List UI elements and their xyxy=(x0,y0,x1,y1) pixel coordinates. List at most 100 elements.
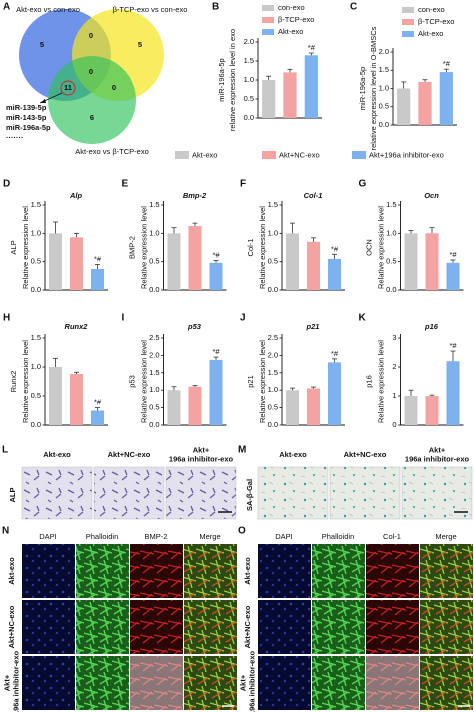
y-axis-label: Relative expression level xyxy=(139,206,148,289)
fluorescence-image xyxy=(184,656,237,710)
column-label: 196a inhibitor-exo xyxy=(169,454,234,463)
y-axis-label: Runx2 xyxy=(9,371,18,393)
fluorescence-image xyxy=(312,544,365,598)
y-tick-label: 0.5 xyxy=(244,94,254,103)
y-axis-label: BMP-2 xyxy=(127,236,136,259)
fluorescence-image xyxy=(420,656,473,710)
fluorescence-image xyxy=(312,600,365,654)
channel-label: Merge xyxy=(435,532,456,541)
panel-letter: J xyxy=(240,313,246,324)
y-tick-label: 1.0 xyxy=(379,83,389,92)
bar xyxy=(397,88,411,125)
significance: *# xyxy=(94,398,102,407)
venn-set xyxy=(48,56,136,144)
y-tick-label: 2.0 xyxy=(149,350,159,359)
mirna: miR-196a-5p xyxy=(6,123,51,132)
legend-swatch xyxy=(402,19,414,25)
fluorescence-image xyxy=(22,600,75,654)
column-label: Akt+NC-exo xyxy=(108,450,151,459)
fluorescence-image xyxy=(420,544,473,598)
fluorescence-image xyxy=(76,600,129,654)
chart-title: p53 xyxy=(187,322,202,331)
significance: *# xyxy=(308,43,316,52)
channel-label: Col-1 xyxy=(383,532,401,541)
venn-set-label: β-TCP-exo vs con-exo xyxy=(113,5,188,14)
legend-label: β-TCP-exo xyxy=(418,17,454,26)
bar xyxy=(285,233,300,290)
y-tick-label: 0.0 xyxy=(386,285,396,294)
y-tick-label: 1.0 xyxy=(31,362,41,371)
y-tick-label: 0.5 xyxy=(31,391,41,400)
column-label: Akt-exo xyxy=(279,450,307,459)
row-label: Akt+NC-exo xyxy=(243,605,252,648)
y-tick-label: 1 xyxy=(392,391,396,400)
chart-title: Bmp-2 xyxy=(183,191,207,200)
fluorescence-image xyxy=(366,656,419,710)
bar xyxy=(283,72,297,118)
panel-letter: N xyxy=(2,526,9,537)
y-tick-label: 1.5 xyxy=(379,65,389,74)
chart-title: p21 xyxy=(306,322,320,331)
legend-swatch xyxy=(175,151,189,159)
bar xyxy=(306,241,321,290)
chart-title: p16 xyxy=(424,322,439,331)
panel-letter: L xyxy=(2,445,8,456)
fluorescence-image xyxy=(258,600,311,654)
venn-count: 5 xyxy=(40,40,44,49)
y-tick-label: 0.5 xyxy=(149,257,159,266)
channel-label: Phalloidin xyxy=(322,532,355,541)
legend-swatch xyxy=(402,7,414,13)
y-tick-label: 0.0 xyxy=(31,285,41,294)
micrograph xyxy=(329,466,401,520)
column-label: 196a inhibitor-exo xyxy=(405,454,470,463)
venn-diagram: Akt-exo vs con-exo β-TCP-exo vs con-exo Ak… xyxy=(6,5,187,156)
fluorescence-image xyxy=(366,544,419,598)
highlight-ring xyxy=(60,80,76,96)
channel-label: DAPI xyxy=(39,532,57,541)
venn-set-label: Akt-exo vs con-exo xyxy=(16,5,80,14)
y-axis-label: relative expression level in O-BMSCs xyxy=(369,26,378,150)
panel-letter: O xyxy=(238,526,246,537)
y-tick-label: 0.5 xyxy=(379,102,389,111)
fluorescence-image xyxy=(76,656,129,710)
y-tick-label: 1.0 xyxy=(268,228,278,237)
bar xyxy=(425,396,439,425)
y-tick-label: 1.5 xyxy=(268,200,278,209)
y-tick-label: 0.0 xyxy=(244,113,254,122)
bar xyxy=(439,72,453,125)
bar xyxy=(306,388,321,425)
stain-label: ALP xyxy=(8,488,17,503)
venn-count: 0 xyxy=(89,31,93,40)
fluorescence-image xyxy=(420,600,473,654)
venn-set-label: Akt-exo vs β-TCP-exo xyxy=(75,147,149,156)
y-tick-label: 2 xyxy=(392,362,396,371)
y-axis-label: p16 xyxy=(364,375,373,388)
micrograph xyxy=(257,466,329,520)
bar xyxy=(167,233,181,290)
y-tick-label: 1.5 xyxy=(244,56,254,65)
fluorescence-image xyxy=(22,544,75,598)
channel-label: BMP-2 xyxy=(145,532,168,541)
y-axis-label: Relative expression level xyxy=(21,206,30,289)
bar xyxy=(167,390,181,425)
significance: *# xyxy=(331,244,339,253)
bar xyxy=(209,359,223,425)
venn-count: 0 xyxy=(112,83,116,92)
bar xyxy=(446,361,460,425)
y-tick-label: 2.0 xyxy=(244,37,254,46)
column-label: Akt+ xyxy=(429,445,446,454)
y-axis-label: p53 xyxy=(127,375,136,388)
y-axis-label: Col-1 xyxy=(246,239,255,257)
y-tick-label: 1.5 xyxy=(149,368,159,377)
y-tick-label: 0 xyxy=(392,420,396,429)
channel-label: Merge xyxy=(199,532,220,541)
y-tick-label: 1.5 xyxy=(31,200,41,209)
significance: *# xyxy=(331,349,339,358)
row-label: 196a inhibitor-exo xyxy=(11,650,20,712)
bar xyxy=(48,233,63,290)
panel-letter: D xyxy=(3,179,10,190)
bar xyxy=(404,233,418,290)
fluorescence-image xyxy=(184,600,237,654)
legend-label: con-exo xyxy=(418,5,445,14)
